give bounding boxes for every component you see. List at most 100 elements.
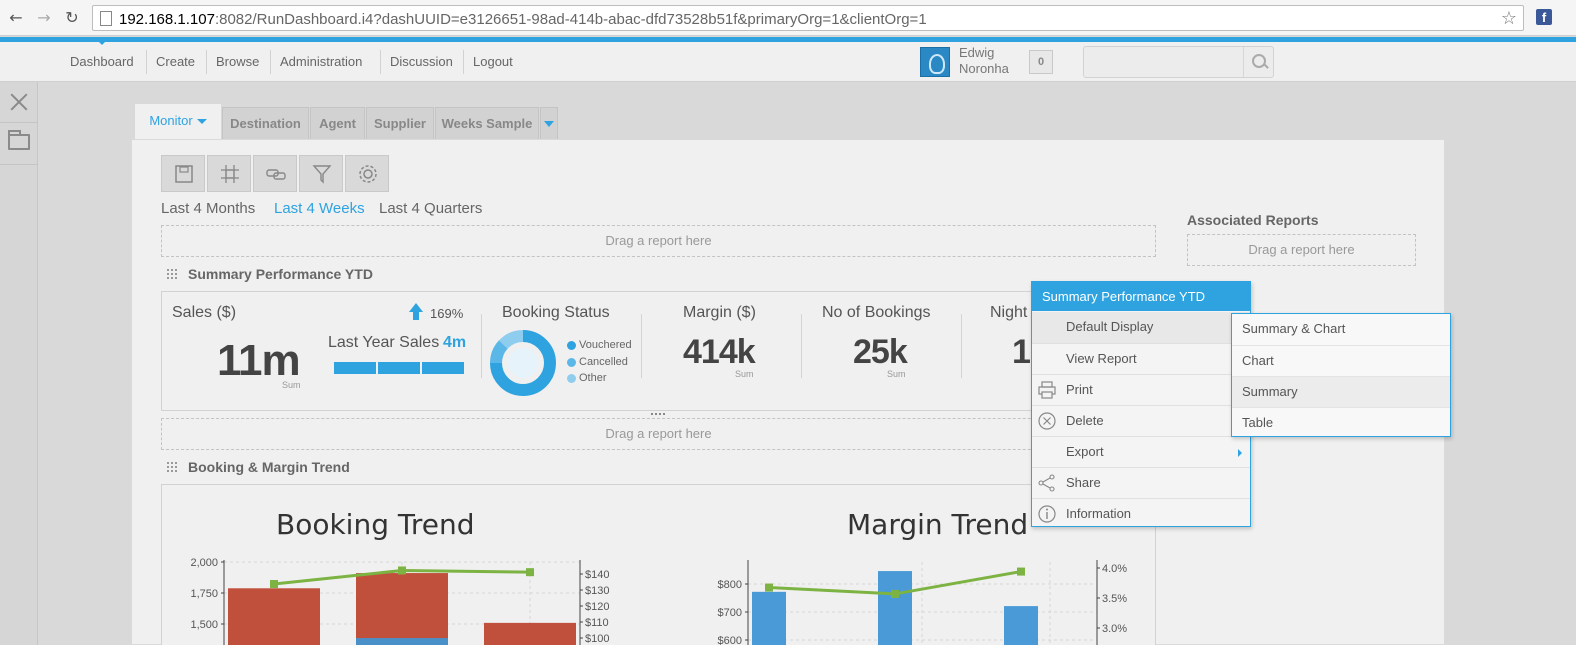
user-last-name[interactable]: Noronha (959, 61, 1009, 76)
tab-supplier[interactable]: Supplier (366, 107, 434, 139)
margin-label: Margin ($) (683, 304, 756, 321)
forward-icon[interactable]: → (37, 8, 51, 27)
chart-bar[interactable] (1004, 606, 1038, 645)
sales-value: 11m (217, 336, 301, 385)
submenu-item-chart[interactable]: Chart (1232, 345, 1450, 376)
bookings-value: 25k (853, 333, 908, 371)
menu-item-administration[interactable]: Administration (280, 54, 363, 69)
chart-bar[interactable] (228, 588, 320, 645)
url-host: 192.168.1.107 (119, 11, 215, 28)
chart-point[interactable] (891, 589, 899, 598)
tab-monitor[interactable]: Monitor (134, 103, 222, 139)
active-menu-notch (97, 40, 107, 45)
avatar[interactable] (920, 47, 950, 77)
chart-bar[interactable] (356, 638, 448, 645)
tab-weeks-sample[interactable]: Weeks Sample (435, 107, 539, 139)
trend-report[interactable] (161, 484, 1156, 645)
menu-item-print[interactable]: Print (1032, 374, 1250, 405)
settings-button[interactable] (345, 155, 389, 192)
period-last-4-quarters[interactable]: Last 4 Quarters (379, 200, 483, 217)
submenu-item-summary[interactable]: Summary (1232, 376, 1450, 407)
donut-slice-vouchered[interactable] (490, 330, 556, 396)
drag-handle-icon[interactable] (167, 269, 177, 279)
menu-item-create[interactable]: Create (156, 54, 196, 69)
drag-handle-icon[interactable] (167, 462, 177, 472)
chevron-down-icon[interactable] (196, 119, 207, 125)
report-dropzone[interactable]: Drag a report here (161, 418, 1156, 450)
menu-item-print-label: Print (1066, 382, 1093, 397)
y-tick-label: $600 (718, 635, 742, 645)
menu-divider (146, 50, 147, 74)
booking-trend-chart[interactable]: 2,000 1,750 1,500 $140 $130 $120 $110 $100 (170, 550, 620, 645)
info-icon (1038, 505, 1056, 523)
legend-dot (567, 358, 576, 367)
y-tick-label: 2,000 (190, 557, 218, 569)
menu-item-delete-label: Delete (1066, 413, 1104, 428)
associated-reports-title: Associated Reports (1187, 212, 1319, 228)
grid-button[interactable] (207, 155, 251, 192)
donut-slice-other[interactable] (498, 330, 524, 349)
submenu-item-table[interactable]: Table (1232, 407, 1450, 438)
booking-status-donut[interactable] (490, 330, 556, 396)
chart-point[interactable] (765, 583, 773, 592)
menu-item-default-display[interactable]: Default Display (1032, 312, 1250, 343)
back-icon[interactable]: ← (9, 8, 23, 27)
user-first-name[interactable]: Edwig (959, 45, 995, 60)
menu-item-delete[interactable]: Delete (1032, 405, 1250, 436)
donut-hole (508, 348, 538, 378)
menu-item-export[interactable]: Export (1032, 436, 1250, 467)
report-dropzone[interactable]: Drag a report here (161, 225, 1156, 257)
chart-point[interactable] (398, 566, 406, 575)
period-last-4-months[interactable]: Last 4 Months (161, 200, 256, 217)
bookmark-star-icon[interactable]: ☆ (1500, 8, 1517, 29)
chart-bar[interactable] (484, 622, 576, 645)
tab-more-dropdown[interactable] (540, 107, 558, 139)
y2-tick-label: $130 (585, 585, 609, 597)
margin-trend-chart[interactable]: $800 $700 $600 4.0% 3.5% 3.0% (690, 550, 1140, 645)
rail-divider (0, 122, 38, 123)
address-bar-url[interactable]: 192.168.1.107:8082/RunDashboard.i4?dashU… (119, 11, 927, 28)
address-bar[interactable]: 192.168.1.107:8082/RunDashboard.i4?dashU… (92, 5, 1524, 31)
search-icon[interactable] (1243, 47, 1273, 77)
search-input[interactable] (1083, 46, 1274, 78)
chart-point[interactable] (526, 568, 534, 577)
y2-tick-label: $100 (585, 633, 609, 645)
menu-item-share[interactable]: Share (1032, 467, 1250, 498)
reload-icon[interactable]: ↻ (65, 8, 79, 27)
chevron-right-icon (1238, 449, 1242, 457)
save-button[interactable] (161, 155, 205, 192)
link-button[interactable] (253, 155, 297, 192)
chart-bar[interactable] (356, 573, 448, 645)
tab-destination[interactable]: Destination (222, 107, 309, 139)
menu-item-logout[interactable]: Logout (473, 54, 513, 69)
tab-agent[interactable]: Agent (310, 107, 365, 139)
period-last-4-weeks[interactable]: Last 4 Weeks (274, 200, 365, 217)
menu-item-view-report[interactable]: View Report (1032, 343, 1250, 374)
menu-divider (206, 50, 207, 74)
section-title-trend: Booking & Margin Trend (188, 459, 350, 475)
menu-item-dashboard[interactable]: Dashboard (70, 54, 134, 69)
submenu-item-summary-chart[interactable]: Summary & Chart (1242, 321, 1346, 336)
last-year-sales-label: Last Year Sales (328, 334, 440, 351)
filter-button[interactable] (299, 155, 343, 192)
menu-item-discussion[interactable]: Discussion (390, 54, 453, 69)
folder-icon[interactable] (8, 130, 30, 150)
sales-agg: Sum (282, 380, 301, 390)
resize-handle-icon[interactable] (651, 413, 665, 417)
chart-point[interactable] (270, 580, 278, 589)
chart-bar[interactable] (878, 571, 912, 645)
menu-item-browse[interactable]: Browse (216, 54, 260, 69)
chart-point[interactable] (1017, 567, 1025, 576)
donut-slice-cancelled[interactable] (490, 340, 508, 364)
close-icon[interactable] (8, 91, 30, 113)
nights-label: Night (990, 304, 1028, 321)
facebook-icon[interactable]: f (1536, 9, 1552, 25)
y-tick-label: $700 (718, 607, 742, 619)
notification-badge[interactable]: 0 (1029, 50, 1053, 74)
associated-report-dropzone[interactable]: Drag a report here (1187, 234, 1416, 266)
legend-cancelled: Cancelled (579, 356, 628, 368)
grid-icon (221, 165, 239, 183)
chart-bar[interactable] (752, 591, 786, 645)
y2-tick-label: $120 (585, 601, 609, 613)
menu-item-information[interactable]: Information (1032, 498, 1250, 529)
